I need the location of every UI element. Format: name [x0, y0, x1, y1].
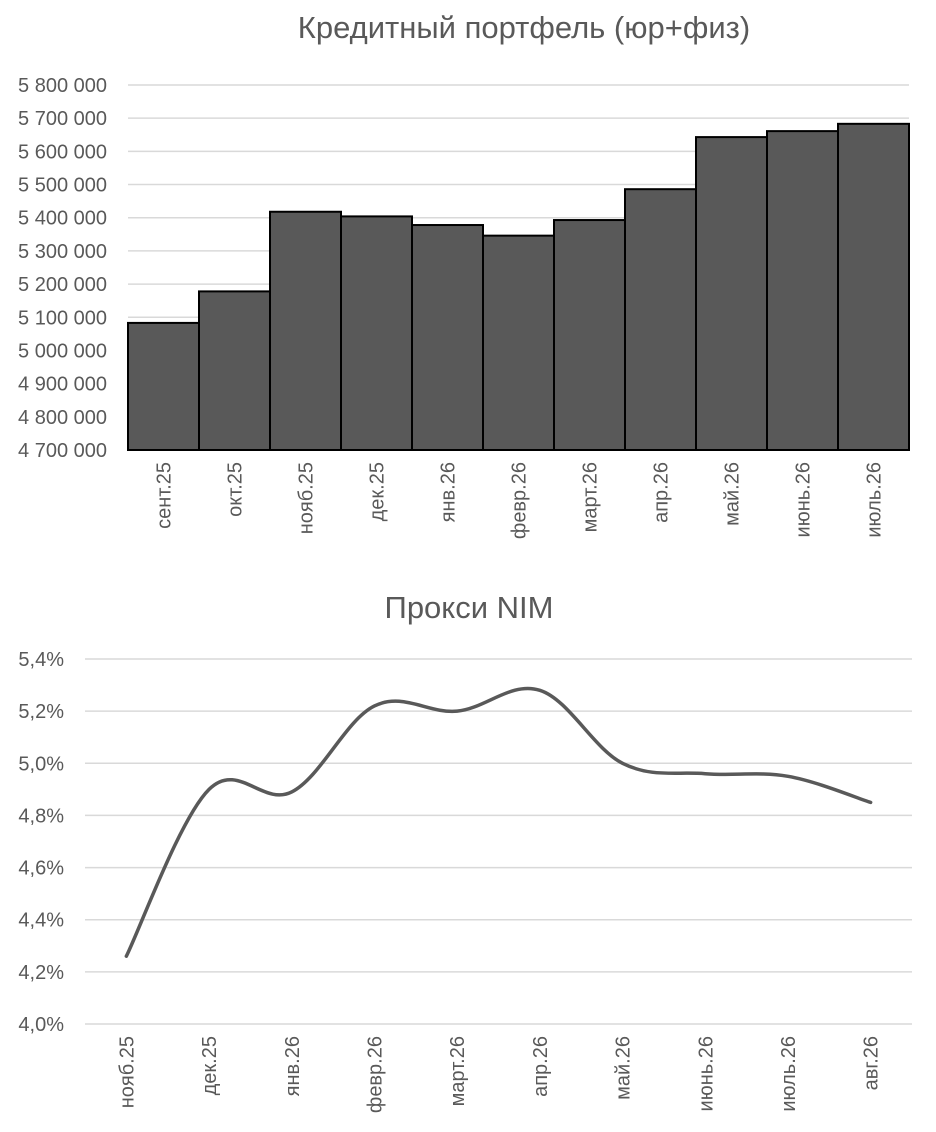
bar-chart-y-axis: 4 700 000 4 800 000 4 900 000 5 000 000 5 10… [18, 75, 107, 462]
bar-x-tick-label: март.26 [580, 462, 602, 532]
line-chart-title: Прокси NIM [385, 590, 554, 625]
bar-y-tick-label: 5 600 000 [18, 141, 107, 163]
bar-x-tick-label: май.26 [722, 462, 744, 526]
bar [269, 210, 342, 451]
bar-x-tick-label: июнь.26 [793, 462, 815, 537]
bar [837, 122, 910, 451]
bar-y-tick-label: 4 800 000 [18, 407, 107, 429]
bar-y-tick-label: 5 100 000 [18, 307, 107, 329]
line-x-tick-label: апр.26 [530, 1036, 552, 1097]
bar [695, 136, 768, 451]
line-y-tick-label: 5,4% [18, 649, 64, 671]
line-y-tick-label: 5,0% [18, 753, 64, 775]
bar-x-tick-label: окт.25 [225, 462, 247, 517]
bar [340, 215, 413, 451]
line-y-tick-label: 4,0% [18, 1014, 64, 1036]
bar [553, 219, 626, 451]
line-y-tick-label: 5,2% [18, 701, 64, 723]
line-chart-x-axis: нояб.25 дек.25 янв.26 февр.26 март.26 апр.26 м… [116, 1036, 882, 1113]
bar [624, 188, 697, 451]
bar-y-tick-label: 4 900 000 [18, 374, 107, 396]
bar-y-tick-label: 5 000 000 [18, 340, 107, 362]
bar [766, 130, 839, 451]
line-x-tick-label: июль.26 [778, 1036, 800, 1112]
bar-y-tick-label: 5 800 000 [18, 75, 107, 97]
bar-x-tick-label: сент.25 [154, 462, 176, 529]
line-chart-gridlines [85, 658, 912, 1025]
loan-portfolio-bar-chart: Кредитный портфель (юр+физ) 4 700 000 4 8… [18, 10, 910, 539]
line-x-tick-label: янв.26 [282, 1036, 304, 1096]
bar-y-tick-label: 5 500 000 [18, 175, 107, 197]
line-y-tick-label: 4,6% [18, 858, 64, 880]
bar-chart-bars [127, 122, 910, 451]
line-x-tick-label: май.26 [613, 1036, 635, 1100]
bar-y-tick-label: 5 700 000 [18, 108, 107, 130]
bar-x-tick-label: февр.26 [509, 462, 531, 539]
bar-x-tick-label: дек.25 [367, 462, 389, 521]
line-x-tick-label: март.26 [447, 1036, 469, 1106]
bar [127, 321, 200, 451]
proxy-nim-line-chart: Прокси NIM 4,0% 4,2% 4,4% 4,6% 4,8% 5,0% 5,2% 5… [18, 590, 912, 1113]
bar [482, 234, 555, 451]
line-chart-series [124, 686, 873, 958]
line-x-tick-label: июнь.26 [695, 1036, 717, 1111]
bar-x-tick-label: янв.26 [438, 462, 460, 522]
bar-y-tick-label: 5 200 000 [18, 274, 107, 296]
line-y-tick-label: 4,2% [18, 962, 64, 984]
line-chart-y-axis: 4,0% 4,2% 4,4% 4,6% 4,8% 5,0% 5,2% 5,4% [18, 649, 64, 1036]
bar-chart-x-axis: сент.25 окт.25 нояб.25 дек.25 янв.26 февр.26 м… [154, 462, 886, 539]
line-x-tick-label: авг.26 [861, 1036, 883, 1090]
bar-y-tick-label: 5 400 000 [18, 208, 107, 230]
line-x-tick-label: февр.26 [364, 1036, 386, 1113]
nim-series-line [124, 686, 873, 958]
line-y-tick-label: 4,8% [18, 805, 64, 827]
line-x-tick-label: дек.25 [199, 1036, 221, 1095]
bar-y-tick-label: 4 700 000 [18, 440, 107, 462]
bar-x-tick-label: апр.26 [651, 462, 673, 523]
bar [198, 290, 271, 451]
bar [411, 224, 484, 451]
bar-x-tick-label: июль.26 [864, 462, 886, 538]
bar-y-tick-label: 5 300 000 [18, 241, 107, 263]
bar-chart-title: Кредитный портфель (юр+физ) [298, 10, 750, 45]
bar-x-tick-label: нояб.25 [296, 462, 318, 534]
line-y-tick-label: 4,4% [18, 910, 64, 932]
line-x-tick-label: нояб.25 [116, 1036, 138, 1108]
